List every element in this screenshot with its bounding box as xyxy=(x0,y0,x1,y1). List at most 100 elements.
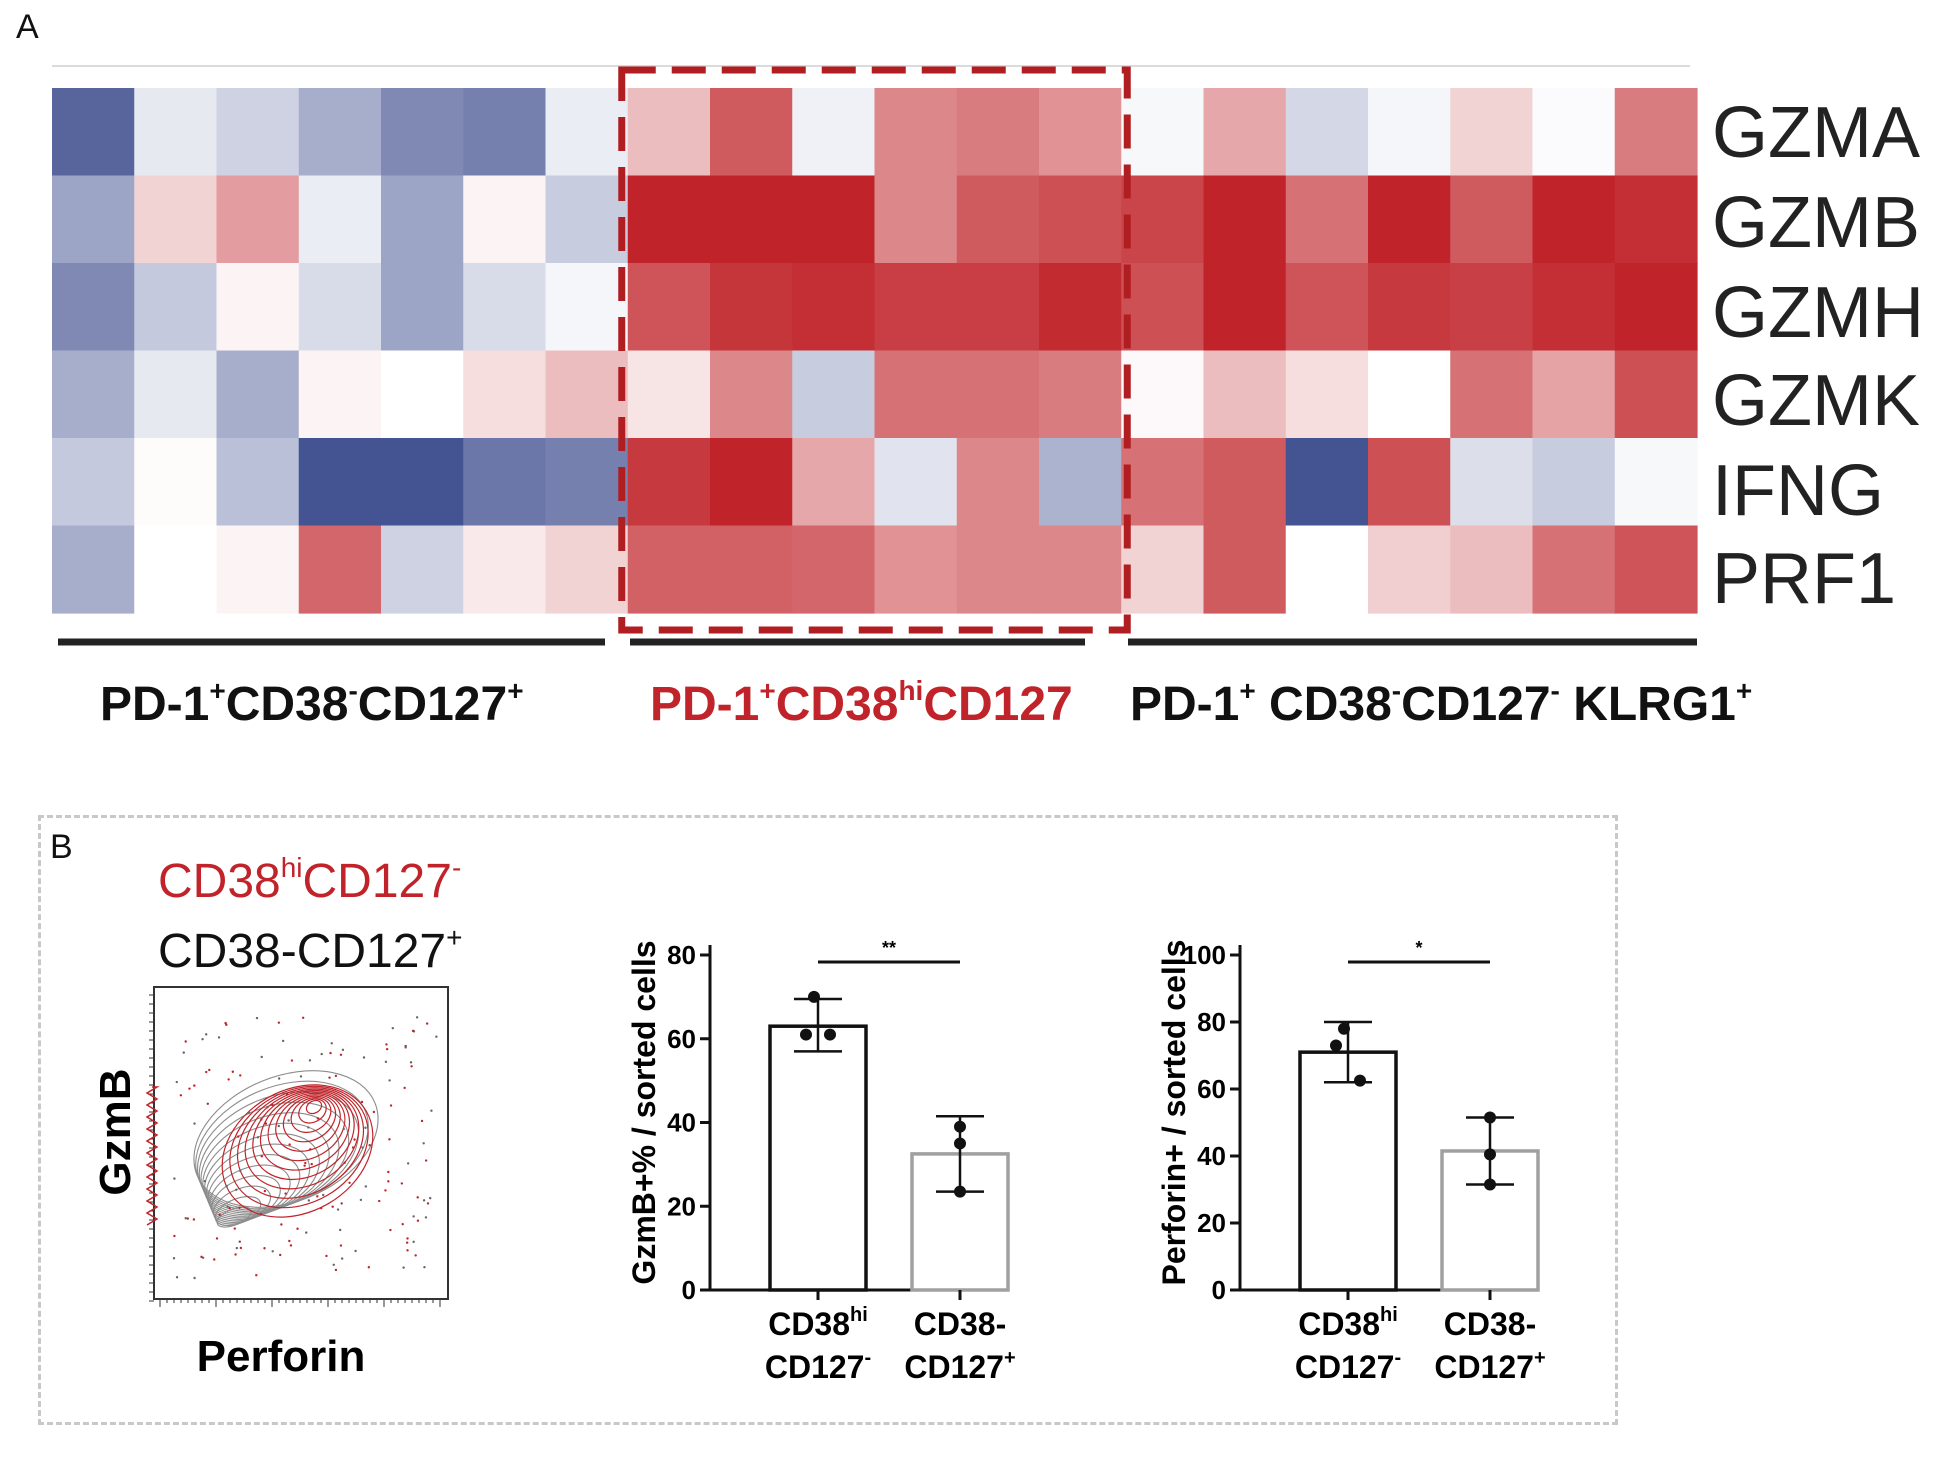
event-dot xyxy=(186,1217,190,1220)
event-dot xyxy=(420,1119,424,1123)
gene-label-gzmk: GZMK xyxy=(1712,361,1920,441)
event-dot xyxy=(281,1039,285,1043)
event-dot xyxy=(422,1199,426,1202)
flow-contour-plot: Perforin GzmB xyxy=(91,986,449,1381)
heatmap-cell xyxy=(545,263,629,352)
gzmb-data-point xyxy=(824,1028,836,1041)
perforin-category-label: CD127+ xyxy=(1434,1347,1545,1380)
perforin-ytick-label: 0 xyxy=(1212,1275,1226,1305)
heatmap-cell xyxy=(1368,350,1451,439)
gene-label-ifng: IFNG xyxy=(1712,451,1884,531)
red-contour xyxy=(252,1089,355,1181)
event-dot xyxy=(385,1047,389,1051)
panel-b-label: B xyxy=(50,828,73,866)
event-dot xyxy=(338,1228,342,1232)
heatmap-cell xyxy=(710,350,793,439)
heatmap-cell xyxy=(298,263,382,352)
heatmap-cell xyxy=(52,438,135,527)
event-dot xyxy=(430,1109,433,1112)
event-dot xyxy=(256,1136,260,1139)
event-dot xyxy=(367,1266,371,1269)
heatmap-cell xyxy=(1614,88,1698,177)
heatmap-cell xyxy=(792,525,876,614)
event-dot xyxy=(307,1199,311,1202)
event-dot xyxy=(271,1103,274,1107)
perforin-category-label: CD38hi xyxy=(1298,1304,1398,1342)
event-dot xyxy=(290,1059,294,1062)
event-dot xyxy=(218,1213,221,1217)
heatmap-cell xyxy=(710,263,793,352)
event-dot xyxy=(412,1240,415,1244)
gzmb-ytick-label: 20 xyxy=(667,1191,696,1221)
heatmap-cell xyxy=(1121,175,1205,264)
event-dot xyxy=(310,1162,313,1166)
heatmap-cell xyxy=(216,525,300,614)
event-dot xyxy=(340,1257,344,1260)
event-dot xyxy=(260,1118,263,1121)
gzmb-category-label: CD127+ xyxy=(904,1347,1015,1380)
event-dot xyxy=(403,1086,406,1090)
red-contour xyxy=(267,1092,346,1162)
event-dot xyxy=(404,1046,407,1049)
heatmap-cell xyxy=(1614,263,1698,352)
heatmap-cell xyxy=(1121,350,1205,439)
event-dot xyxy=(320,1052,323,1056)
heatmap-cell xyxy=(710,438,793,527)
event-dot xyxy=(224,1021,227,1025)
flow-ylabel: GzmB xyxy=(91,1068,140,1195)
event-dot xyxy=(205,1070,208,1074)
event-dot xyxy=(179,1094,183,1097)
event-dot xyxy=(235,1188,238,1192)
heatmap-cell xyxy=(1203,438,1287,527)
heatmap-cell xyxy=(298,438,382,527)
heatmap-cell xyxy=(1450,88,1534,177)
heatmap-cell xyxy=(792,88,876,177)
event-dot xyxy=(339,1053,343,1056)
heatmap-cell xyxy=(545,175,629,264)
gene-label-prf1: PRF1 xyxy=(1712,539,1897,619)
event-dot xyxy=(400,1182,404,1185)
heatmap-cell xyxy=(1285,175,1369,264)
event-dot xyxy=(203,1179,207,1183)
heatmap-cell xyxy=(134,438,218,527)
heatmap-cell xyxy=(627,88,711,177)
heatmap-cell xyxy=(134,350,218,439)
event-dot xyxy=(372,1110,376,1114)
heatmap-cell xyxy=(216,438,300,527)
event-dot xyxy=(238,1240,241,1243)
event-dot xyxy=(296,1227,299,1230)
event-dot xyxy=(175,1080,178,1084)
event-dot xyxy=(279,1253,282,1257)
event-dot xyxy=(435,1035,438,1038)
red-contour xyxy=(282,1095,337,1143)
heatmap-cell xyxy=(627,438,711,527)
heatmap-cell xyxy=(956,350,1040,439)
red-contour xyxy=(305,1099,323,1115)
event-dot xyxy=(277,1021,281,1024)
event-dot xyxy=(288,1239,291,1243)
event-dot xyxy=(228,1206,231,1210)
event-dot xyxy=(342,1127,345,1131)
event-dot xyxy=(239,1246,243,1250)
event-dot xyxy=(175,1276,179,1279)
heatmap-cell xyxy=(1039,88,1122,177)
event-dot xyxy=(264,1122,268,1125)
event-dot xyxy=(247,1111,251,1114)
gene-label-gzmh: GZMH xyxy=(1712,273,1924,353)
event-dot xyxy=(364,1126,367,1129)
gzmb-data-point xyxy=(800,1028,812,1041)
heatmap-cell xyxy=(1285,88,1369,177)
red-contour xyxy=(259,1091,351,1171)
heatmap-cell xyxy=(627,525,711,614)
heatmap xyxy=(52,65,1698,646)
event-dot xyxy=(387,1180,390,1183)
heatmap-cell xyxy=(1039,350,1122,439)
legend-cd38-neg: CD38-CD127+ xyxy=(158,922,463,978)
event-dot xyxy=(384,1060,388,1064)
event-dot xyxy=(329,1051,332,1055)
event-dot xyxy=(204,1033,208,1036)
perforin-data-point xyxy=(1484,1111,1496,1124)
heatmap-cell xyxy=(627,263,711,352)
perforin-data-point xyxy=(1330,1039,1342,1052)
